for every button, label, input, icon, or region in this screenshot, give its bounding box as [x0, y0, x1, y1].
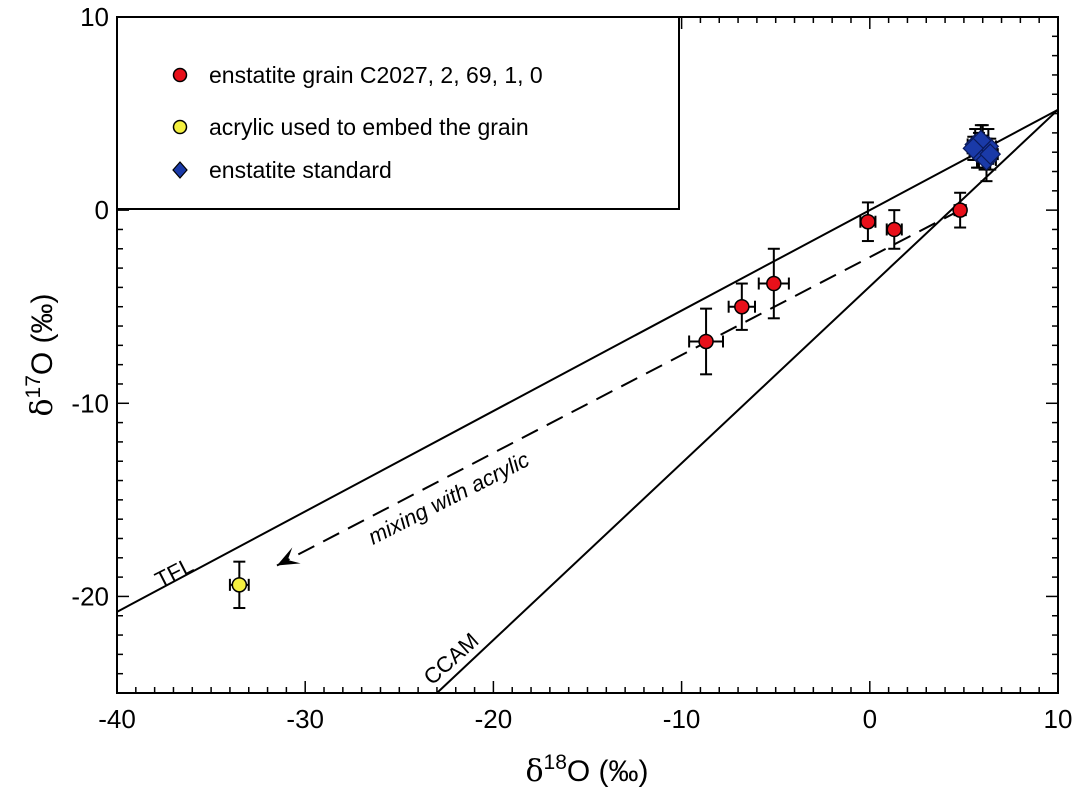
data-point-acrylic — [231, 577, 248, 593]
x-tick-label: -20 — [475, 704, 513, 734]
legend-label-enstatite-standard: enstatite standard — [209, 157, 392, 183]
reference-line-tfl — [116, 108, 1059, 613]
data-point-enstatite-grain — [766, 275, 782, 292]
y-axis-title: δ17O (‰) — [22, 293, 60, 416]
legend-marker-enstatite-standard — [172, 161, 188, 179]
data-point-enstatite-standard — [962, 137, 985, 160]
data-point-enstatite-grain — [886, 221, 903, 238]
legend-marker-acrylic — [172, 119, 188, 135]
data-point-enstatite-grain — [734, 298, 750, 315]
x-tick-label: 10 — [1044, 704, 1073, 734]
data-point-enstatite-grain — [860, 213, 876, 230]
legend-marker-enstatite-grain — [172, 67, 188, 83]
data-points — [228, 124, 1002, 610]
data-point-enstatite-grain — [698, 333, 714, 350]
tfl-line-label: TFL — [151, 552, 197, 592]
data-point-enstatite-grain — [952, 202, 968, 218]
x-tick-label: 0 — [863, 704, 877, 734]
data-point-enstatite-standard — [979, 143, 1002, 165]
legend-box — [116, 16, 680, 210]
x-tick-label: -40 — [98, 704, 136, 734]
tick-labels: -40 -30 -20 -10 0 10 -20 -10 0 10 — [71, 2, 1072, 734]
mixing-arrow-head — [276, 547, 301, 566]
legend-label-enstatite-grain: enstatite grain C2027, 2, 69, 1, 0 — [209, 62, 543, 88]
y-tick-label: -10 — [71, 388, 109, 418]
mixing-line — [276, 209, 961, 567]
legend-label-acrylic: acrylic used to embed the grain — [209, 114, 529, 140]
y-tick-label: -20 — [71, 581, 109, 611]
y-tick-label: 10 — [80, 2, 109, 32]
x-tick-label: -30 — [286, 704, 324, 734]
x-axis-title: δ18O (‰) — [525, 751, 648, 789]
y-tick-label: 0 — [95, 195, 109, 225]
legend: enstatite grain C2027, 2, 69, 1, 0 acryl… — [116, 16, 680, 210]
x-tick-label: -10 — [663, 704, 701, 734]
mixing-line-label: mixing with acrylic — [364, 447, 533, 550]
